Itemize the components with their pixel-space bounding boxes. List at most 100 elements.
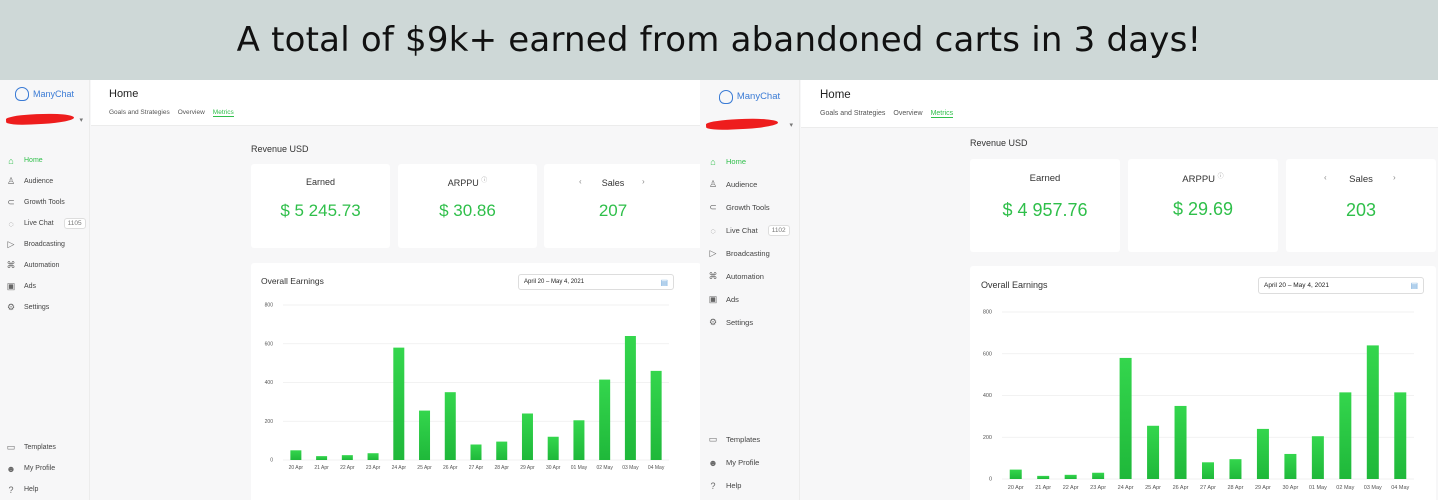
sidebar-item-settings[interactable]: ⚙ Settings: [0, 297, 89, 318]
sidebar-item-live-chat[interactable]: ◌ Live Chat 1105: [0, 213, 89, 234]
redacted-account-name: [5, 112, 75, 126]
bar-21-apr[interactable]: [316, 456, 328, 460]
sidebar-item-label: Templates: [24, 444, 56, 451]
bar-29-apr[interactable]: [521, 413, 533, 461]
chat-bubble-icon: ◌: [8, 218, 14, 229]
bar-26-apr[interactable]: [444, 392, 456, 460]
bar-26-apr[interactable]: [1174, 405, 1187, 479]
x-tick-label: 30 Apr: [546, 465, 561, 471]
bar-02-may[interactable]: [1339, 392, 1352, 479]
templates-icon: ▭: [708, 434, 718, 444]
user-icon: ♙: [6, 176, 16, 186]
sidebar-item-label: Audience: [24, 178, 54, 185]
bar-23-apr[interactable]: [1092, 472, 1105, 479]
sidebar-item-broadcasting[interactable]: ▷ Broadcasting: [700, 242, 799, 265]
bar-20-apr[interactable]: [290, 450, 302, 460]
tab-overview[interactable]: Overview: [177, 109, 205, 116]
bar-28-apr[interactable]: [1229, 459, 1242, 479]
arppu-label: ARPPU ⓘ: [1128, 171, 1278, 185]
info-icon[interactable]: ⓘ: [481, 178, 488, 184]
bar-21-apr[interactable]: [1037, 475, 1050, 479]
account-switcher[interactable]: ▾: [700, 113, 799, 137]
date-range-picker[interactable]: April 20 – May 4, 2021 ▤: [1258, 277, 1424, 294]
date-range-picker[interactable]: April 20 – May 4, 2021 ▤: [518, 274, 674, 290]
sidebar-item-label: Templates: [726, 435, 761, 444]
chevron-right-icon[interactable]: ›: [642, 177, 645, 186]
x-tick-label: 21 Apr: [314, 465, 329, 471]
sidebar-item-templates[interactable]: ▭ Templates: [700, 428, 799, 451]
earned-card: Earned $ 4 957.76: [970, 159, 1120, 252]
sales-card: ‹ Sales › 203: [1286, 159, 1436, 252]
x-tick-label: 01 May: [571, 465, 588, 471]
sidebar-item-automation[interactable]: ⌘ Automation: [700, 265, 799, 288]
x-tick-label: 22 Apr: [340, 465, 355, 471]
sidebar-item-home[interactable]: ⌂ Home: [0, 150, 89, 171]
bar-29-apr[interactable]: [1256, 428, 1269, 479]
x-tick-label: 29 Apr: [1255, 485, 1271, 491]
x-tick-label: 02 May: [596, 465, 613, 471]
sidebar-item-label: Growth Tools: [726, 203, 770, 212]
bar-27-apr[interactable]: [470, 444, 482, 461]
info-icon[interactable]: ⓘ: [1217, 174, 1224, 180]
bar-27-apr[interactable]: [1202, 462, 1214, 479]
sidebar-item-ads[interactable]: ▣ Ads: [0, 276, 89, 297]
earned-card: Earned $ 5 245.73: [251, 164, 390, 248]
manychat-logo-icon: [718, 89, 733, 104]
bar-25-apr[interactable]: [419, 410, 431, 460]
bar-03-may[interactable]: [624, 336, 636, 460]
brand[interactable]: ManyChat: [700, 80, 799, 113]
overall-earnings-card: Overall Earnings April 20 – May 4, 2021 …: [970, 266, 1436, 500]
sidebar-item-automation[interactable]: ⌘ Automation: [0, 255, 89, 276]
x-tick-label: 25 Apr: [417, 465, 432, 471]
account-switcher[interactable]: ▾: [0, 108, 89, 132]
sidebar-item-my-profile[interactable]: ☻ My Profile: [700, 451, 799, 474]
bar-02-may[interactable]: [599, 379, 611, 460]
sidebar-item-my-profile[interactable]: ☻ My Profile: [0, 458, 89, 479]
send-icon: ▷: [709, 248, 717, 258]
bar-22-apr[interactable]: [341, 455, 353, 460]
chevron-left-icon[interactable]: ‹: [1324, 173, 1327, 182]
chevron-right-icon[interactable]: ›: [1393, 173, 1396, 182]
sidebar-item-audience[interactable]: ♙ Audience: [0, 171, 89, 192]
x-tick-label: 20 Apr: [1008, 485, 1024, 491]
sidebar-item-growth-tools[interactable]: ⊂ Growth Tools: [700, 196, 799, 219]
sidebar-item-label: Broadcasting: [726, 249, 770, 258]
bar-25-apr[interactable]: [1147, 425, 1160, 479]
bar-23-apr[interactable]: [367, 453, 379, 460]
redacted-account-name: [705, 117, 779, 131]
bar-01-may[interactable]: [573, 420, 585, 460]
bar-04-may[interactable]: [650, 370, 662, 460]
sidebar-item-ads[interactable]: ▣ Ads: [700, 288, 799, 311]
bar-30-apr[interactable]: [547, 436, 559, 460]
tab-goals-and-strategies[interactable]: Goals and Strategies: [109, 109, 170, 116]
bar-04-may[interactable]: [1394, 392, 1407, 479]
tab-metrics[interactable]: Metrics: [930, 110, 954, 118]
tab-metrics[interactable]: Metrics: [212, 109, 234, 117]
sidebar-item-audience[interactable]: ♙ Audience: [700, 173, 799, 196]
bar-22-apr[interactable]: [1064, 474, 1077, 479]
sidebar-item-home[interactable]: ⌂ Home: [700, 150, 799, 173]
bar-01-may[interactable]: [1311, 436, 1324, 479]
home-icon: ⌂: [8, 155, 14, 166]
left-dashboard-screenshot: ManyChat ▾ ⌂ Home ♙ Audience ⊂ Growth Tools…: [0, 80, 700, 500]
brand[interactable]: ManyChat: [0, 80, 89, 108]
y-tick-label: 0: [270, 458, 273, 464]
sidebar-item-growth-tools[interactable]: ⊂ Growth Tools: [0, 192, 89, 213]
bar-24-apr[interactable]: [393, 347, 405, 460]
sidebar-item-broadcasting[interactable]: ▷ Broadcasting: [0, 234, 89, 255]
bar-30-apr[interactable]: [1284, 453, 1297, 479]
chevron-left-icon[interactable]: ‹: [579, 177, 582, 186]
tab-overview[interactable]: Overview: [893, 110, 923, 117]
bar-24-apr[interactable]: [1119, 357, 1132, 479]
sidebar-item-help[interactable]: ? Help: [700, 474, 799, 497]
sidebar-item-live-chat[interactable]: ◌ Live Chat 1102: [700, 219, 799, 242]
sidebar-item-settings[interactable]: ⚙ Settings: [700, 311, 799, 334]
bar-20-apr[interactable]: [1009, 469, 1022, 479]
sidebar-item-label: Broadcasting: [24, 241, 65, 248]
sidebar-item-templates[interactable]: ▭ Templates: [0, 437, 89, 458]
manychat-logo-icon: [14, 87, 29, 101]
bar-03-may[interactable]: [1366, 345, 1379, 479]
bar-28-apr[interactable]: [496, 441, 508, 460]
tab-goals-and-strategies[interactable]: Goals and Strategies: [820, 110, 886, 117]
sidebar-item-help[interactable]: ? Help: [0, 479, 89, 500]
